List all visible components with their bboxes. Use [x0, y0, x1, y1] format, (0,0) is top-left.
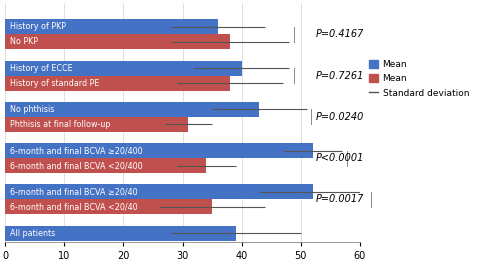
Bar	[5, 184, 312, 199]
Text: All patients: All patients	[10, 229, 55, 238]
Text: P=0.0240: P=0.0240	[316, 112, 364, 122]
Bar	[5, 102, 260, 117]
Bar	[5, 76, 230, 91]
Bar	[5, 143, 312, 158]
Bar	[5, 117, 188, 132]
Bar	[5, 225, 236, 240]
Bar	[5, 199, 212, 214]
Text: Phthisis at final follow-up: Phthisis at final follow-up	[10, 120, 110, 129]
Bar	[5, 34, 230, 49]
Text: 6-month and final BCVA <20/40: 6-month and final BCVA <20/40	[10, 202, 138, 211]
Bar	[5, 19, 218, 34]
Text: 6-month and final BCVA ≥20/40: 6-month and final BCVA ≥20/40	[10, 187, 138, 196]
Bar	[5, 61, 242, 76]
Bar	[5, 158, 206, 173]
Text: History of standard PE: History of standard PE	[10, 79, 99, 88]
Legend: Mean, Mean, Standard deviation: Mean, Mean, Standard deviation	[369, 60, 469, 98]
Text: P<0.0001: P<0.0001	[316, 153, 364, 163]
Text: P=0.0017: P=0.0017	[316, 194, 364, 204]
Text: No PKP: No PKP	[10, 37, 38, 46]
Text: History of ECCE: History of ECCE	[10, 63, 72, 73]
Text: History of PKP: History of PKP	[10, 22, 66, 31]
Text: 6-month and final BCVA ≥20/400: 6-month and final BCVA ≥20/400	[10, 146, 142, 155]
Text: P=0.7261: P=0.7261	[316, 70, 364, 81]
Text: No phthisis: No phthisis	[10, 105, 54, 114]
Text: 6-month and final BCVA <20/400: 6-month and final BCVA <20/400	[10, 161, 142, 170]
Text: P=0.4167: P=0.4167	[316, 29, 364, 39]
